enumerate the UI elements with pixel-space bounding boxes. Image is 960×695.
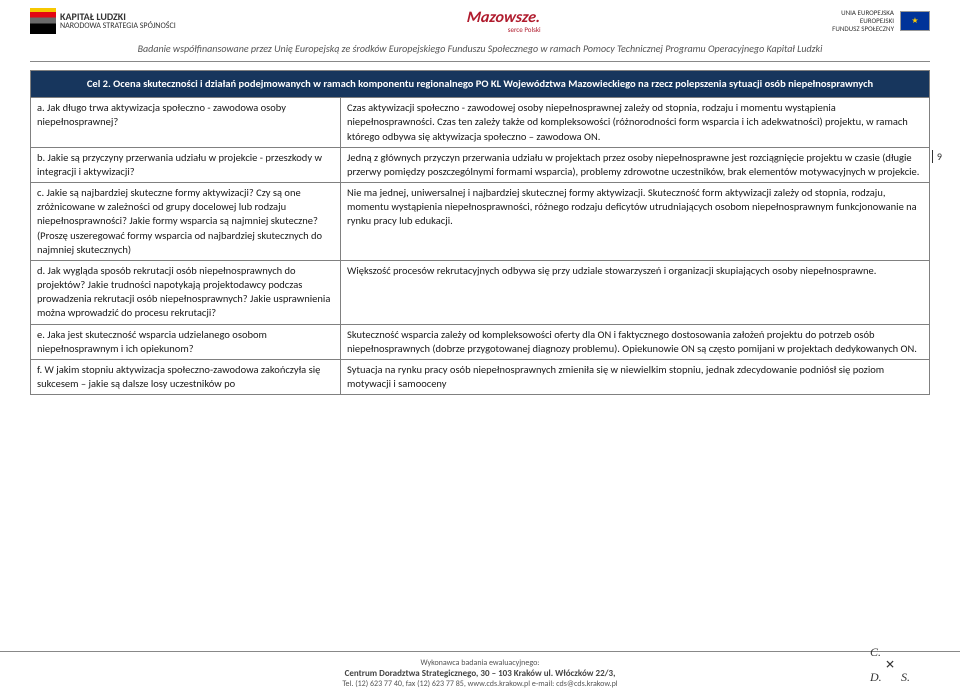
logo-kapital-ludzki: KAPITAŁ LUDZKI NARODOWA STRATEGIA SPÓJNO… (30, 8, 176, 34)
table-row: a. Jak długo trwa aktywizacja społeczno … (31, 98, 930, 148)
answer-e: Skuteczność wsparcia zależy od komplekso… (341, 324, 930, 359)
page-number: 9 (932, 150, 942, 163)
table-row: c. Jakie są najbardziej skuteczne formy … (31, 183, 930, 261)
table-row: b. Jakie są przyczyny przerwania udziału… (31, 147, 930, 182)
logo-mazowsze: Mazowsze. serce Polski (467, 8, 540, 34)
eu-flag-icon (900, 11, 930, 31)
kl-icon (30, 8, 56, 34)
answer-c: Nie ma jednej, uniwersalnej i najbardzie… (341, 183, 930, 261)
answer-a: Czas aktywizacji społeczno - zawodowej o… (341, 98, 930, 148)
answer-d: Większość procesów rekrutacyjnych odbywa… (341, 260, 930, 324)
table-row: f. W jakim stopniu aktywizacja społeczno… (31, 359, 930, 394)
kl-text: KAPITAŁ LUDZKI NARODOWA STRATEGIA SPÓJNO… (60, 12, 176, 30)
question-e: e. Jaka jest skuteczność wsparcia udziel… (31, 324, 341, 359)
table-row: e. Jaka jest skuteczność wsparcia udziel… (31, 324, 930, 359)
cofinancing-note: Badanie współfinansowane przez Unię Euro… (30, 38, 930, 62)
table-title: Cel 2. Ocena skuteczności i działań pode… (31, 71, 930, 98)
evaluation-table: Cel 2. Ocena skuteczności i działań pode… (30, 70, 930, 395)
footer-org: Centrum Doradztwa Strategicznego, 30 – 1… (345, 668, 616, 679)
eu-text: UNIA EUROPEJSKA EUROPEJSKI FUNDUSZ SPOŁE… (832, 9, 894, 32)
question-b: b. Jakie są przyczyny przerwania udziału… (31, 147, 341, 182)
header-logos: KAPITAŁ LUDZKI NARODOWA STRATEGIA SPÓJNO… (30, 8, 930, 38)
answer-b: Jedną z głównych przyczyn przerwania udz… (341, 147, 930, 182)
answer-f: Sytuacja na rynku pracy osób niepełnospr… (341, 359, 930, 394)
mz-title: Mazowsze. (466, 8, 541, 27)
logo-eu: UNIA EUROPEJSKA EUROPEJSKI FUNDUSZ SPOŁE… (832, 9, 930, 32)
eu-line3: FUNDUSZ SPOŁECZNY (832, 25, 894, 33)
question-c: c. Jakie są najbardziej skuteczne formy … (31, 183, 341, 261)
footer-contact: Tel. (12) 623 77 40, fax (12) 623 77 85,… (0, 679, 960, 689)
table-row: d. Jak wygląda sposób rekrutacji osób ni… (31, 260, 930, 324)
question-f: f. W jakim stopniu aktywizacja społeczno… (31, 359, 341, 394)
question-a: a. Jak długo trwa aktywizacja społeczno … (31, 98, 341, 148)
question-d: d. Jak wygląda sposób rekrutacji osób ni… (31, 260, 341, 324)
footer-label: Wykonawca badania ewaluacyjnego: (0, 658, 960, 668)
kl-subtitle: NARODOWA STRATEGIA SPÓJNOŚCI (60, 21, 176, 31)
cds-logo-icon: C. D.S. ✕ (870, 645, 910, 685)
footer: Wykonawca badania ewaluacyjnego: Centrum… (0, 651, 960, 689)
